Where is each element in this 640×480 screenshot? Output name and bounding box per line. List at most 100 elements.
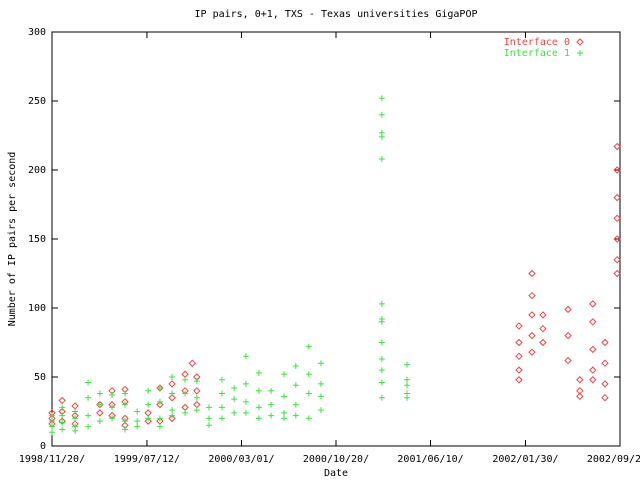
x-tick-label: 2002/09/20/	[587, 454, 640, 465]
plus-marker	[281, 415, 288, 422]
plus-marker	[378, 95, 385, 102]
plus-marker	[156, 398, 163, 405]
plus-marker	[231, 385, 238, 392]
diamond-marker	[613, 166, 621, 174]
plus-marker	[59, 412, 66, 419]
plus-marker	[378, 133, 385, 140]
plus-marker	[169, 390, 176, 397]
y-tick-label: 50	[34, 372, 46, 383]
diamond-marker	[515, 352, 523, 361]
diamond-marker	[156, 400, 164, 409]
plus-marker	[378, 339, 385, 346]
diamond-marker	[539, 311, 547, 319]
plot-frame	[51, 31, 621, 447]
plus-marker	[59, 426, 66, 433]
plus-marker	[317, 407, 324, 414]
plus-marker	[122, 401, 129, 408]
plus-marker	[122, 426, 129, 433]
plus-marker	[96, 418, 103, 425]
plus-marker	[242, 353, 249, 360]
plus-marker	[72, 427, 79, 434]
plus-marker	[218, 404, 225, 411]
diamond-marker	[576, 376, 584, 384]
diamond-marker	[144, 409, 152, 417]
y-tick-label: 150	[28, 234, 46, 245]
plus-marker	[206, 422, 213, 429]
diamond-marker	[528, 311, 536, 319]
plus-marker	[305, 343, 312, 350]
plus-marker	[281, 371, 288, 378]
plus-marker	[206, 415, 213, 422]
plus-marker	[255, 415, 262, 422]
diamond-marker	[613, 269, 621, 278]
diamond-marker	[181, 370, 189, 378]
diamond-marker	[168, 393, 176, 402]
plus-marker	[182, 409, 189, 416]
plus-marker	[242, 398, 249, 405]
diamond-marker	[193, 387, 201, 395]
plus-marker	[122, 418, 129, 425]
diamond-marker	[613, 255, 621, 264]
plus-marker	[305, 390, 312, 397]
plus-marker	[193, 407, 200, 414]
diamond-marker	[601, 380, 609, 388]
plus-marker	[193, 394, 200, 401]
x-tick-label: 2000/03/01/	[208, 454, 274, 465]
x-tick-label: 1999/07/12/	[114, 454, 180, 465]
plus-marker	[218, 390, 225, 397]
plus-marker	[281, 393, 288, 400]
plus-marker	[134, 408, 141, 415]
diamond-marker	[539, 324, 547, 333]
plus-marker	[231, 409, 238, 416]
y-tick-label: 300	[28, 27, 46, 38]
diamond-marker	[188, 359, 197, 367]
plus-marker	[255, 404, 262, 411]
plus-marker	[378, 155, 385, 162]
plus-marker	[268, 387, 275, 394]
plus-marker	[109, 391, 116, 398]
plus-marker	[59, 404, 66, 411]
diamond-marker	[528, 291, 536, 300]
diamond-marker	[589, 345, 597, 354]
plus-marker	[206, 404, 213, 411]
plus-marker	[156, 423, 163, 430]
plus-marker	[122, 390, 129, 397]
plus-marker	[292, 362, 299, 369]
diamond-marker	[613, 193, 621, 202]
diamond-marker	[96, 409, 104, 417]
x-tick-label: 2001/06/10/	[397, 454, 463, 465]
plus-marker	[404, 394, 410, 401]
plus-marker	[268, 412, 275, 419]
plus-marker	[145, 415, 152, 422]
diamond-marker	[564, 305, 572, 314]
plus-marker	[169, 374, 176, 380]
diamond-marker	[589, 366, 597, 374]
x-tick-label: 1998/11/20/	[19, 454, 85, 465]
plus-marker	[218, 415, 225, 422]
plus-marker	[109, 404, 116, 411]
plus-marker	[378, 379, 385, 386]
plus-marker	[96, 401, 103, 408]
diamond-marker	[58, 396, 66, 405]
plus-marker	[378, 356, 385, 363]
diamond-marker	[601, 393, 609, 402]
plus-marker	[378, 300, 385, 307]
plus-marker	[378, 111, 385, 118]
plus-marker	[134, 423, 141, 430]
plus-marker	[231, 396, 238, 403]
plus-marker	[292, 412, 299, 419]
diamond-marker	[613, 235, 621, 243]
x-tick-label: 2000/10/20/	[303, 454, 369, 465]
y-axis-label: Number of IP pairs per second	[7, 152, 18, 327]
plus-marker	[85, 379, 92, 386]
plus-marker	[242, 380, 249, 387]
plus-marker	[305, 415, 312, 422]
diamond-marker	[613, 214, 621, 223]
plus-marker	[134, 418, 141, 425]
diamond-marker	[539, 338, 547, 347]
plus-marker	[292, 401, 299, 408]
plus-marker	[156, 385, 163, 392]
diamond-marker	[613, 142, 621, 151]
plus-marker	[378, 318, 385, 325]
